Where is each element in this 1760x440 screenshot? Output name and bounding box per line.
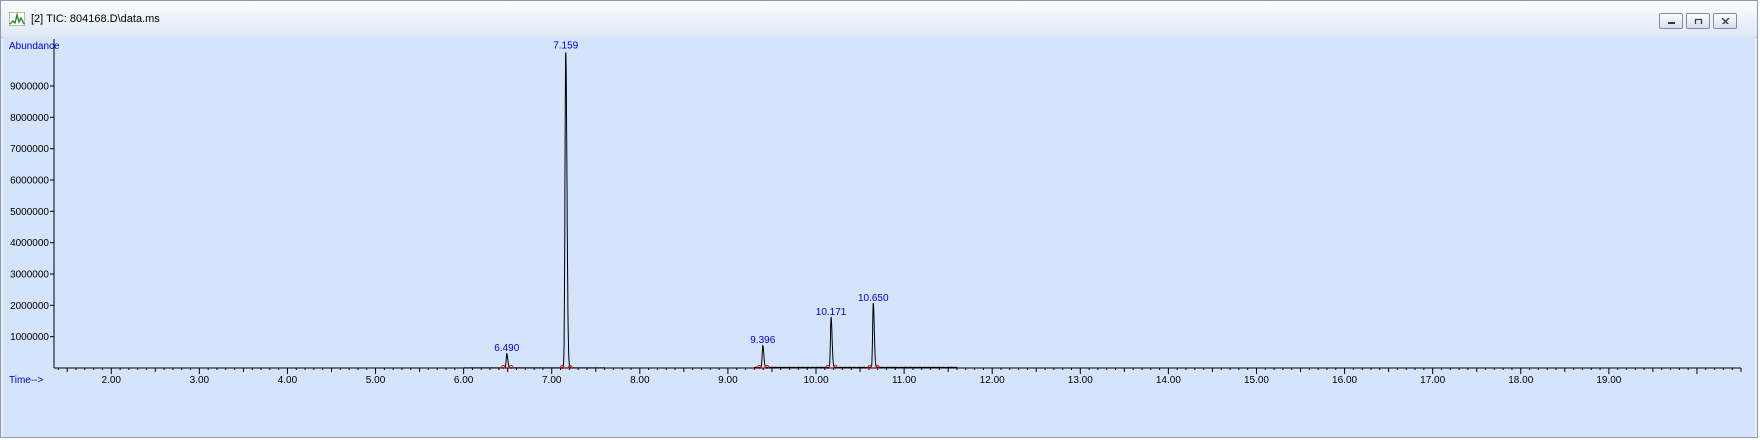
x-tick-label-14: 16.00 <box>1332 375 1357 386</box>
x-tick-label-17: 19.00 <box>1596 375 1621 386</box>
y-tick-label-1: 2000000 <box>10 301 49 312</box>
integration-marker-4-1 <box>875 364 880 370</box>
y-tick-label-4: 5000000 <box>10 207 49 218</box>
x-tick-label-10: 12.00 <box>980 375 1005 386</box>
x-tick-label-7: 9.00 <box>718 375 738 386</box>
y-tick-label-3: 4000000 <box>10 238 49 249</box>
y-tick-label-2: 3000000 <box>10 270 49 281</box>
integration-marker-2-0 <box>757 364 762 370</box>
x-tick-label-15: 17.00 <box>1420 375 1445 386</box>
title-bar[interactable]: [2] TIC: 804168.D\data.ms <box>1 1 1757 38</box>
y-axis-label: Abundance <box>9 41 60 52</box>
window-title: [2] TIC: 804168.D\data.ms <box>31 13 160 25</box>
x-tick-label-8: 10.00 <box>803 375 828 386</box>
minimize-button[interactable] <box>1659 13 1683 29</box>
x-tick-label-13: 15.00 <box>1244 375 1269 386</box>
x-tick-label-16: 18.00 <box>1508 375 1533 386</box>
chromatogram-app-icon <box>9 12 25 26</box>
restore-icon <box>1694 18 1703 24</box>
integration-marker-0-0 <box>501 364 506 370</box>
x-tick-label-12: 14.00 <box>1156 375 1181 386</box>
x-axis-label: Time--> <box>9 375 44 386</box>
y-tick-label-7: 8000000 <box>10 113 49 124</box>
peak-label-4: 10.650 <box>858 293 889 304</box>
plot-area[interactable]: Abundance Time--> 1000000 2000000 3000000 400… <box>3 37 1755 437</box>
tic-trace <box>54 52 1741 369</box>
y-tick-label-0: 1000000 <box>10 332 49 343</box>
peak-label-3: 10.171 <box>816 307 847 318</box>
integration-marker-3-1 <box>833 364 838 370</box>
integration-marker-0-1 <box>509 364 514 370</box>
x-tick-label-4: 6.00 <box>454 375 474 386</box>
y-tick-label-5: 6000000 <box>10 176 49 187</box>
close-button[interactable] <box>1713 13 1737 29</box>
x-tick-label-11: 13.00 <box>1068 375 1093 386</box>
integration-marker-2-1 <box>765 364 770 370</box>
integration-marker-1-0 <box>560 364 565 370</box>
x-tick-label-1: 3.00 <box>190 375 210 386</box>
peak-label-0: 6.490 <box>494 343 519 354</box>
y-tick-label-8: 9000000 <box>10 82 49 93</box>
x-tick-label-5: 7.00 <box>542 375 562 386</box>
x-tick-label-6: 8.00 <box>630 375 650 386</box>
integration-marker-3-0 <box>825 364 830 370</box>
tic-chromatogram: Abundance Time--> 1000000 2000000 3000000 400… <box>9 39 1742 386</box>
close-icon <box>1721 18 1730 24</box>
minimize-icon <box>1668 22 1675 24</box>
x-tick-label-9: 11.00 <box>892 375 917 386</box>
peak-label-1: 7.159 <box>553 41 578 52</box>
integration-marker-4-0 <box>867 364 872 370</box>
integration-marker-1-1 <box>568 364 573 370</box>
peak-label-2: 9.396 <box>750 335 775 346</box>
y-tick-label-6: 7000000 <box>10 144 49 155</box>
x-tick-label-3: 5.00 <box>366 375 386 386</box>
x-tick-label-0: 2.00 <box>102 375 122 386</box>
restore-button[interactable] <box>1686 13 1710 29</box>
x-tick-label-2: 4.00 <box>278 375 298 386</box>
